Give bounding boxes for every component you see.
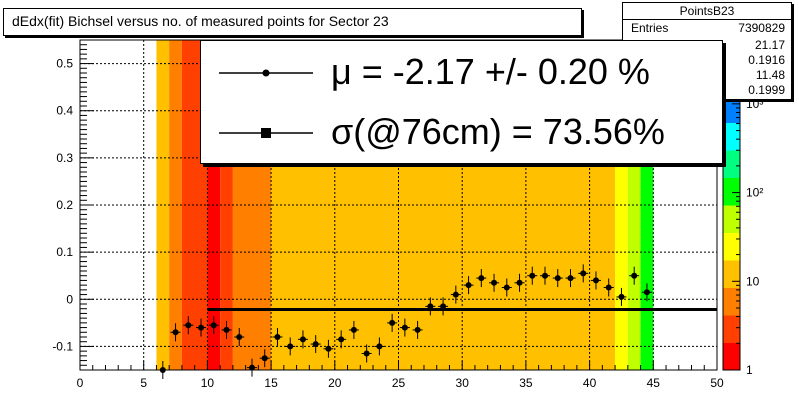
x-tick-label: 45: [647, 376, 661, 390]
data-point: [452, 291, 459, 298]
data-point: [299, 336, 306, 343]
stats-value: 11.48: [755, 68, 785, 82]
x-tick-label: 50: [710, 376, 724, 390]
color-scale-band: [723, 95, 740, 123]
stats-value-row: 21.17: [631, 38, 785, 53]
data-point: [554, 275, 561, 282]
legend-markers: [219, 69, 313, 138]
color-scale-band: [723, 150, 740, 178]
y-tick-label: -0.1: [52, 339, 73, 353]
data-point: [516, 279, 523, 286]
data-point: [491, 279, 498, 286]
color-scale-label: 10³: [746, 97, 763, 111]
color-scale-label: 1: [746, 363, 753, 377]
legend-mu-text: μ = -2.17 +/- 0.20 %: [331, 51, 650, 92]
data-point: [605, 284, 612, 291]
data-point: [248, 364, 255, 371]
color-scale-band: [723, 122, 740, 151]
data-point: [261, 355, 268, 362]
data-point: [580, 270, 587, 277]
x-tick-label: 35: [519, 376, 533, 390]
stats-value: 0.1916: [748, 53, 785, 67]
stats-entries-row: Entries 7390829: [631, 21, 785, 36]
data-point: [567, 275, 574, 282]
data-point: [363, 350, 370, 357]
x-tick-label: 25: [392, 376, 406, 390]
legend-mu-marker: [262, 69, 270, 77]
x-tick-label: 5: [140, 376, 147, 390]
stats-value: 0.1999: [748, 83, 785, 97]
heatmap-cell: [169, 40, 182, 370]
data-point: [376, 343, 383, 350]
y-tick-label: 0.3: [56, 151, 73, 165]
data-point: [440, 303, 447, 310]
color-scale-band: [723, 205, 740, 233]
data-point: [592, 277, 599, 284]
data-point: [210, 322, 217, 329]
data-point: [350, 326, 357, 333]
data-point: [223, 326, 230, 333]
stats-name: PointsB23: [623, 3, 791, 20]
y-tick-label: 0.1: [56, 245, 73, 259]
y-tick-label: 0.5: [56, 57, 73, 71]
y-tick-label: 0.4: [56, 104, 73, 118]
x-tick-label: 40: [583, 376, 597, 390]
data-point: [631, 272, 638, 279]
data-point: [312, 341, 319, 348]
data-point: [643, 289, 650, 296]
x-tick-label: 15: [264, 376, 278, 390]
color-scale-band: [723, 260, 740, 288]
chart-title-box: dEdx(fit) Bichsel versus no. of measured…: [3, 8, 582, 36]
data-point: [172, 329, 179, 336]
stats-entries-value: 7390829: [738, 21, 785, 35]
data-point: [414, 326, 421, 333]
x-tick-label: 0: [77, 376, 84, 390]
heatmap-cell: [156, 40, 170, 370]
data-point: [325, 345, 332, 352]
color-scale-band: [723, 342, 740, 371]
data-point: [274, 334, 281, 340]
data-point: [478, 275, 485, 282]
stats-value: 21.17: [754, 38, 785, 52]
legend-box: μ = -2.17 +/- 0.20 % σ(@76cm) = 73.56%: [200, 40, 723, 164]
data-point: [542, 272, 549, 279]
color-scale-band: [723, 315, 740, 343]
chart-title: dEdx(fit) Bichsel versus no. of measured…: [12, 13, 389, 29]
legend-sigma-text: σ(@76cm) = 73.56%: [331, 111, 665, 152]
x-tick-label: 30: [456, 376, 470, 390]
data-point: [529, 272, 536, 279]
data-point: [236, 334, 243, 340]
y-tick-label: 0.2: [56, 198, 73, 212]
data-point: [287, 343, 294, 350]
data-point: [427, 303, 434, 310]
color-scale-label: 10²: [746, 186, 763, 200]
data-point: [618, 293, 625, 300]
stats-value-row: 0.1999: [631, 83, 785, 98]
y-tick-label: 0: [66, 292, 73, 306]
color-scale-band: [723, 177, 740, 206]
data-point: [503, 284, 510, 291]
stats-value-row: 11.48: [631, 68, 785, 83]
data-point: [338, 336, 345, 343]
legend-sigma-marker: [261, 128, 271, 138]
data-point: [185, 322, 192, 329]
color-scale-band: [723, 287, 740, 316]
x-tick-label: 10: [201, 376, 215, 390]
color-scale-label: 10: [746, 274, 760, 288]
data-point: [465, 282, 472, 289]
data-point: [198, 324, 205, 331]
data-point: [389, 319, 396, 326]
stats-value-row: 0.1916: [631, 53, 785, 68]
data-point: [401, 324, 408, 331]
x-tick-label: 20: [328, 376, 342, 390]
stats-entries-label: Entries: [631, 21, 669, 35]
color-scale-band: [723, 232, 740, 261]
